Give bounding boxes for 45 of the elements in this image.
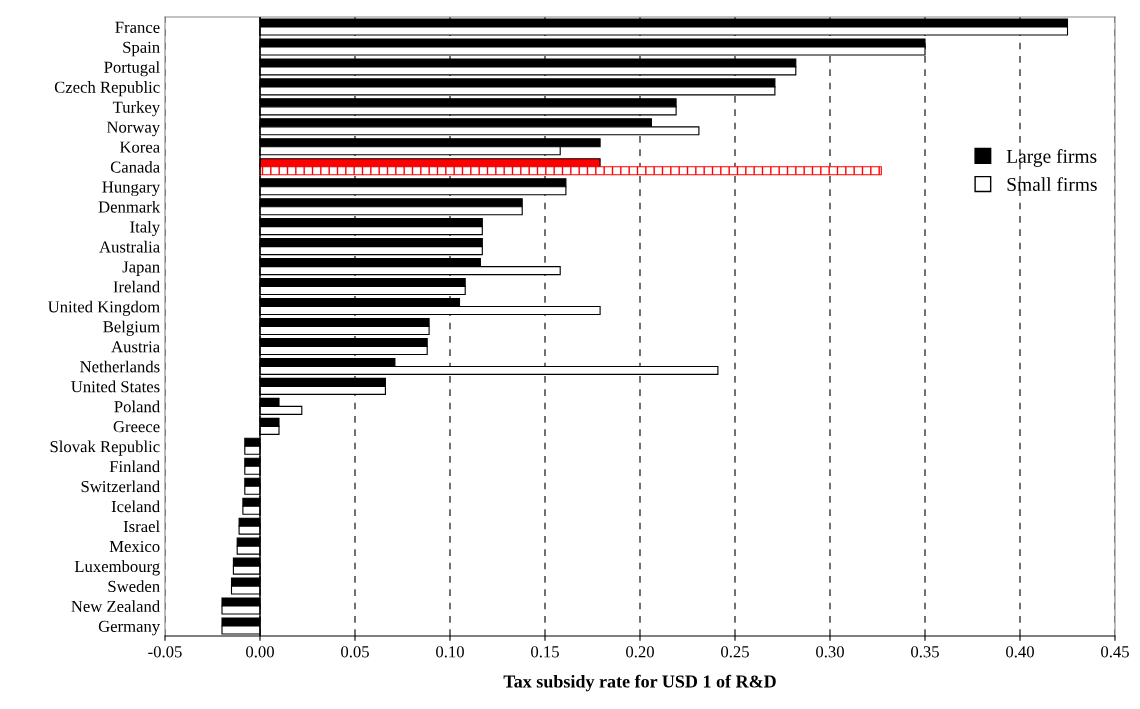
y-tick-label: Finland [109, 460, 160, 473]
y-tick-label: Norway [106, 121, 161, 137]
y-tick-label: Spain [123, 41, 160, 57]
y-tick-label: Portugal [104, 61, 160, 77]
x-tick-label: 0.35 [911, 646, 939, 658]
y-tick-label: New Zealand [71, 600, 160, 612]
y-tick-label: Australia [99, 240, 160, 253]
y-tick-label: Korea [119, 141, 160, 153]
x-tick-label: 0.20 [626, 646, 654, 658]
y-tick-label: Greece [113, 421, 160, 433]
y-tick-label: United Kingdom [48, 300, 160, 316]
y-tick-label: France [115, 21, 160, 33]
y-tick-label: Austria [111, 341, 160, 353]
y-tick-label: Japan [122, 261, 160, 276]
x-tick-label: -0.05 [148, 646, 182, 658]
y-tick-label: Poland [114, 400, 160, 413]
y-tick-label: Czech Republic [54, 81, 160, 97]
legend-label: Small firms [1007, 177, 1097, 192]
y-tick-label: Switzerland [81, 480, 160, 493]
y-tick-label: Slovak Republic [50, 440, 160, 456]
y-tick-label: Iceland [111, 500, 160, 513]
x-tick-label: 0.45 [1101, 646, 1129, 658]
y-tick-label: Canada [110, 160, 160, 173]
legend-label: Large firms [1006, 149, 1097, 167]
y-tick-label: Mexico [109, 540, 160, 553]
x-tick-label: 0.15 [531, 646, 559, 658]
x-tick-label: 0.30 [816, 646, 844, 658]
x-axis-title: Tax subsidy rate for USD 1 of R&D [503, 674, 776, 692]
x-tick-label: 0.10 [436, 646, 464, 658]
y-tick-label: Luxembourg [74, 560, 160, 576]
y-tick-label: Denmark [98, 200, 161, 213]
x-tick-label: 0.05 [341, 646, 369, 658]
y-tick-label: Turkey [112, 101, 161, 117]
y-tick-label: Netherlands [80, 360, 160, 373]
x-tick-label: 0.40 [1006, 646, 1034, 658]
x-tick-label: 0.25 [721, 646, 749, 658]
y-tick-label: Sweden [108, 580, 160, 593]
y-tick-label: Ireland [113, 280, 160, 293]
y-tick-label: Hungary [102, 181, 161, 197]
y-tick-label: Germany [98, 620, 161, 636]
x-tick-label: 0.00 [246, 646, 274, 658]
y-tick-label: Israel [123, 520, 160, 533]
y-tick-label: Belgium [103, 320, 160, 336]
y-tick-label: United States [71, 380, 160, 393]
y-tick-label: Italy [130, 220, 161, 237]
